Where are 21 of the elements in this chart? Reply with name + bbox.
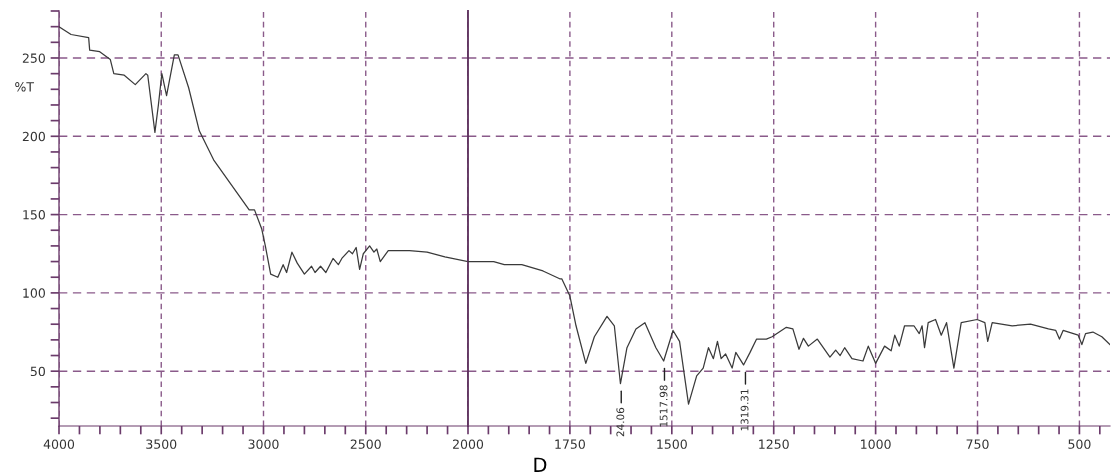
x-tick-label: 750: [966, 439, 989, 449]
x-tick-label: 1250: [759, 439, 789, 449]
y-tick-label: 200: [22, 131, 45, 142]
y-axis-title: %T: [15, 82, 35, 92]
y-tick-label: 50: [30, 366, 45, 377]
y-tick-label: 150: [23, 210, 45, 220]
x-axis-title: D: [534, 457, 547, 472]
x-tick-label: 3500: [146, 439, 177, 449]
x-tick-label: 500: [1068, 439, 1091, 449]
annotation: 1319.31: [740, 389, 749, 431]
x-tick-label: 4000: [43, 439, 75, 449]
x-tick-label: 1000: [861, 439, 891, 449]
x-tick-label: 1750: [555, 439, 585, 449]
annotation: 24.06: [616, 407, 625, 437]
annotation: 1517.98: [659, 385, 668, 427]
x-tick-label: 2500: [350, 439, 381, 449]
x-tick-label: 3000: [248, 439, 279, 449]
x-tick-label: 2000: [453, 439, 484, 449]
y-tick-label: 100: [23, 288, 45, 298]
y-tick-label: 250: [22, 53, 45, 63]
x-tick-label: 1500: [657, 439, 687, 449]
